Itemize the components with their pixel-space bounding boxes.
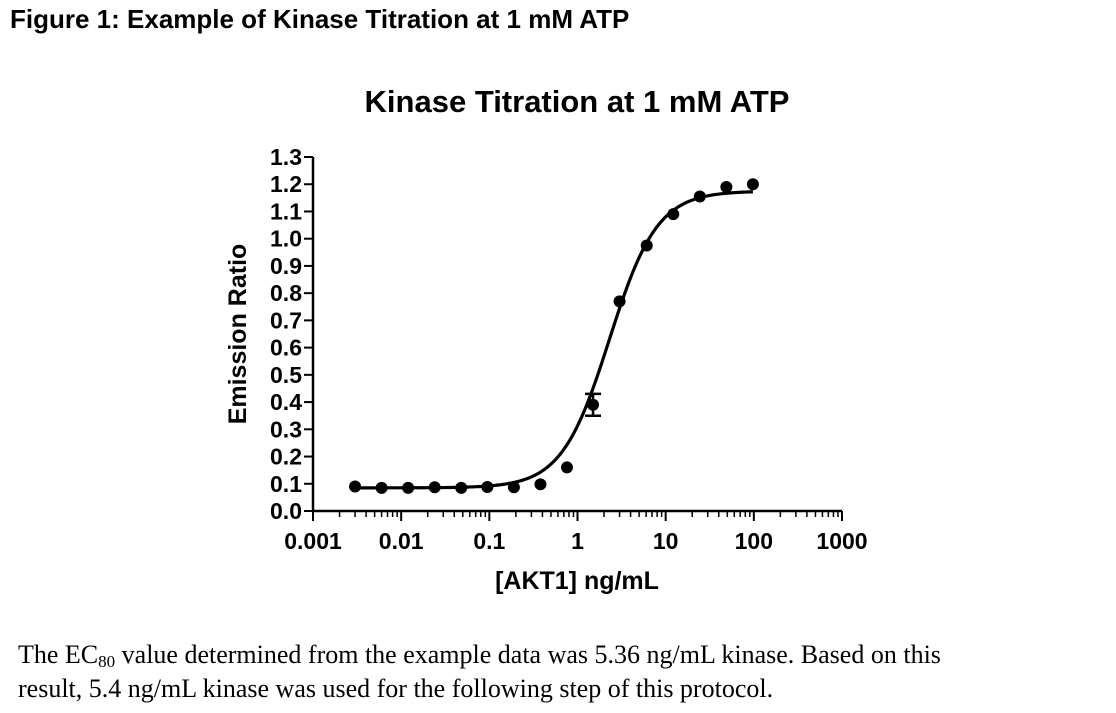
figure-caption: Figure 1: Example of Kinase Titration at… — [10, 4, 630, 34]
y-tick-label: 1.0 — [270, 226, 302, 252]
data-point — [375, 481, 388, 494]
x-tick-label: 0.1 — [473, 528, 505, 554]
x-tick-label: 0.001 — [284, 528, 342, 554]
chart-title: Kinase Titration at 1 mM ATP — [365, 84, 790, 119]
data-point — [720, 180, 733, 193]
x-tick-label: 10 — [653, 528, 679, 554]
data-point — [455, 481, 468, 494]
x-tick-label: 0.01 — [379, 528, 424, 554]
data-point — [428, 481, 441, 494]
body-text-pre: The EC — [18, 640, 99, 669]
body-text-post: value determined from the example data w… — [115, 640, 941, 669]
data-point — [746, 178, 759, 191]
data-point — [640, 239, 653, 252]
data-point — [560, 461, 573, 474]
body-text-line2: result, 5.4 ng/mL kinase was used for th… — [18, 674, 774, 703]
data-point — [587, 398, 600, 411]
y-axis-label: Emission Ratio — [224, 244, 252, 425]
data-point — [402, 481, 415, 494]
y-tick-label: 1.1 — [270, 198, 302, 224]
data-point — [349, 480, 362, 493]
y-tick-label: 0.3 — [270, 416, 302, 442]
y-tick-label: 0.6 — [270, 335, 302, 361]
x-tick-label: 1000 — [816, 528, 867, 554]
ec-subscript: 80 — [98, 652, 116, 671]
data-point — [507, 481, 520, 494]
y-tick-label: 0.1 — [270, 471, 302, 497]
y-tick-label: 0.4 — [270, 389, 302, 415]
data-point — [613, 295, 626, 308]
data-point — [534, 478, 547, 491]
x-tick-label: 1 — [571, 528, 584, 554]
y-tick-label: 0.5 — [270, 362, 302, 388]
data-point — [693, 190, 706, 203]
data-point — [481, 481, 494, 494]
x-tick-label: 100 — [735, 528, 773, 554]
fit-curve — [355, 190, 753, 490]
y-tick-label: 0.0 — [270, 498, 302, 524]
y-tick-label: 0.9 — [270, 253, 302, 279]
y-tick-label: 1.3 — [270, 144, 302, 170]
body-paragraph: The EC80 value determined from the examp… — [18, 638, 1113, 706]
y-tick-label: 1.2 — [270, 171, 302, 197]
y-tick-label: 0.8 — [270, 280, 302, 306]
x-axis-label: [AKT1] ng/mL — [495, 567, 659, 595]
y-tick-label: 0.2 — [270, 444, 302, 470]
data-point — [667, 208, 680, 221]
y-tick-label: 0.7 — [270, 307, 302, 333]
